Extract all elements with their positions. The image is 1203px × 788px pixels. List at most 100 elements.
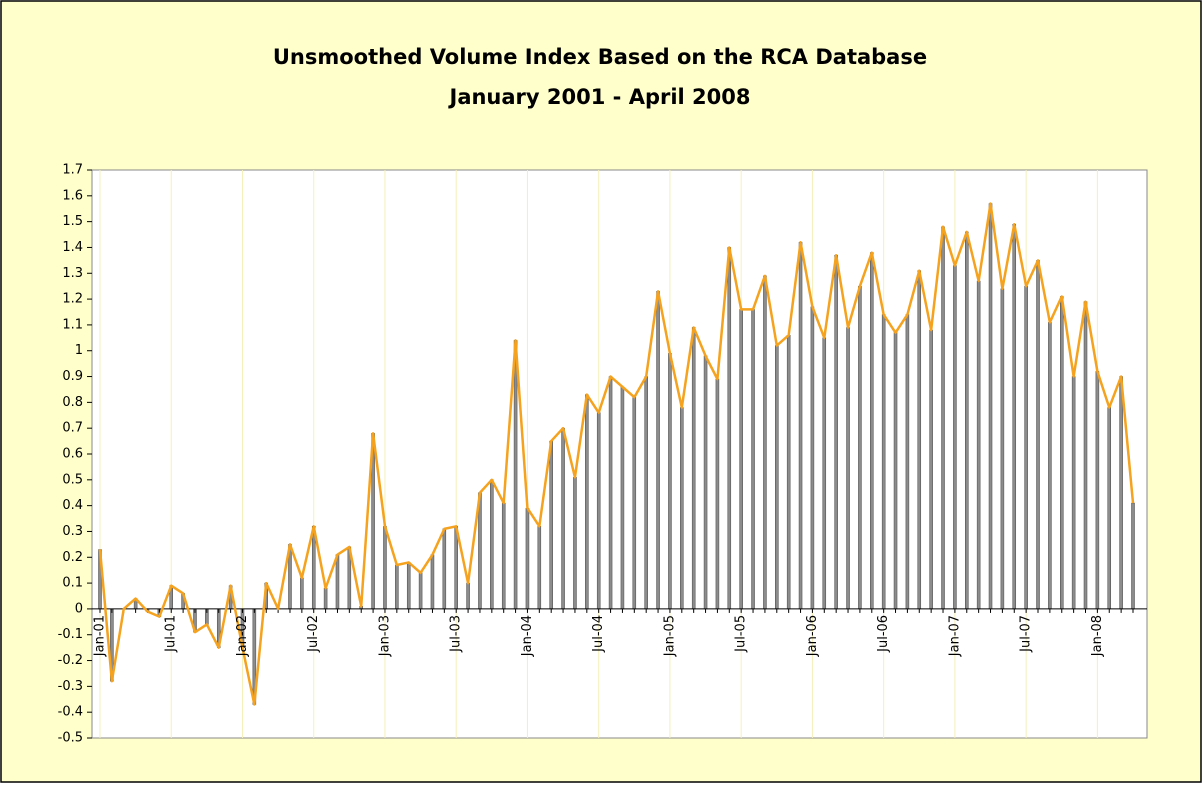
- x-tick-label: Jul-07: [1019, 615, 1034, 653]
- x-tick-label: Jan-06: [805, 615, 820, 657]
- y-tick-label: 0.3: [62, 524, 83, 539]
- bar: [941, 226, 945, 610]
- bar: [929, 329, 933, 610]
- bar: [668, 353, 672, 610]
- y-tick-label: 0.7: [62, 421, 83, 436]
- bar: [691, 327, 696, 610]
- bar: [822, 337, 827, 610]
- x-tick-label: Jan-01: [93, 615, 108, 657]
- bar: [858, 285, 862, 610]
- y-tick-label: -0.5: [58, 731, 83, 746]
- y-tick-label: 1.6: [62, 188, 83, 203]
- x-tick-label: Jan-08: [1090, 615, 1105, 657]
- y-tick-label: 0.4: [62, 498, 83, 513]
- bar: [501, 502, 506, 610]
- bar: [905, 314, 910, 610]
- chart-subtitle: January 2001 - April 2008: [448, 85, 751, 109]
- x-tick-label: Jan-03: [377, 615, 392, 657]
- x-tick-label: Jan-04: [520, 615, 535, 657]
- y-tick-label: 1.4: [62, 240, 83, 255]
- x-tick-label: Jan-02: [235, 615, 250, 657]
- bar: [430, 554, 435, 610]
- bar: [644, 376, 648, 610]
- bar: [537, 526, 542, 610]
- y-tick-label: 1.5: [62, 214, 83, 229]
- plot-area: [91, 169, 1148, 739]
- line: [98, 202, 1135, 706]
- bar: [513, 340, 518, 610]
- y-tick-label: 1.1: [62, 317, 83, 332]
- bar: [632, 396, 637, 610]
- bar: [715, 378, 720, 610]
- bar: [1119, 376, 1123, 610]
- bar: [656, 291, 660, 610]
- y-tick-label: 1.7: [62, 163, 83, 178]
- bar: [1024, 285, 1028, 610]
- bar: [798, 242, 803, 610]
- bar: [1000, 288, 1005, 610]
- y-tick-label: 1.3: [62, 266, 83, 281]
- bar: [703, 355, 708, 610]
- bar: [953, 265, 957, 610]
- bar: [727, 247, 732, 610]
- bar: [454, 526, 458, 610]
- bar: [442, 528, 447, 610]
- bar: [775, 345, 779, 610]
- bar: [323, 588, 328, 610]
- x-tick-label: Jul-02: [306, 615, 321, 653]
- bar: [976, 280, 981, 610]
- y-tick-label: 0.6: [62, 447, 83, 462]
- bar: [965, 231, 969, 610]
- bar: [893, 332, 898, 610]
- bar: [418, 572, 423, 610]
- bar: [596, 412, 601, 610]
- x-tick-label: Jan-05: [662, 615, 677, 657]
- bar: [608, 376, 613, 610]
- bar: [585, 394, 589, 610]
- bar: [751, 309, 755, 610]
- y-tick-label: -0.3: [58, 679, 83, 694]
- bar: [739, 309, 743, 610]
- bar: [395, 564, 399, 610]
- bar: [620, 386, 625, 610]
- x-tick-label: Jul-06: [876, 615, 891, 653]
- bar: [1036, 260, 1040, 610]
- bar: [834, 254, 838, 610]
- x-tick-label: Jul-04: [591, 615, 606, 653]
- bar: [988, 203, 993, 610]
- bar: [1012, 223, 1017, 610]
- bar: [383, 526, 387, 610]
- bar: [1071, 376, 1076, 610]
- bar: [335, 554, 340, 610]
- bar: [311, 526, 316, 610]
- y-tick-label: 0.2: [62, 550, 83, 565]
- bar: [917, 270, 922, 610]
- bar: [763, 275, 767, 610]
- y-tick-label: 0: [75, 601, 83, 616]
- bar: [846, 327, 850, 610]
- x-tick-label: Jul-03: [449, 615, 464, 653]
- chart-title: Unsmoothed Volume Index Based on the RCA…: [273, 45, 927, 69]
- x-tick-label: Jul-01: [164, 615, 179, 653]
- bar: [1095, 371, 1100, 610]
- bar: [549, 440, 553, 610]
- y-tick-label: 0.1: [62, 576, 83, 591]
- y-tick-label: -0.1: [58, 627, 83, 642]
- bar: [300, 577, 304, 610]
- y-tick-label: -0.4: [58, 705, 83, 720]
- bar: [680, 407, 684, 610]
- y-tick-label: 0.5: [62, 472, 83, 487]
- bar: [490, 479, 494, 610]
- bar: [881, 314, 886, 610]
- y-tick-label: 0.9: [62, 369, 83, 384]
- bar: [573, 476, 577, 610]
- y-tick-label: -0.2: [58, 653, 83, 668]
- bar: [466, 582, 470, 610]
- y-tick-label: 1: [75, 343, 83, 358]
- y-tick-label: 1.2: [62, 292, 83, 307]
- y-tick-label: 0.8: [62, 395, 83, 410]
- bar: [786, 334, 791, 610]
- bar: [1060, 296, 1064, 610]
